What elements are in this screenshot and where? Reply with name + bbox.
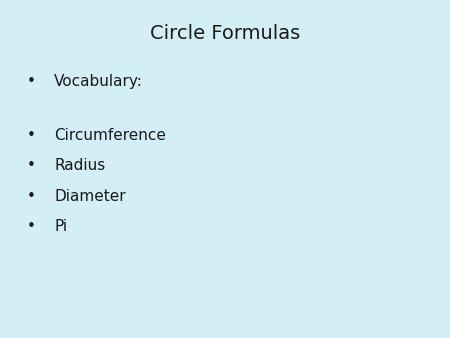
Text: •: • xyxy=(27,219,36,234)
Text: Pi: Pi xyxy=(54,219,67,234)
Text: •: • xyxy=(27,74,36,89)
Text: Diameter: Diameter xyxy=(54,189,126,203)
Text: Vocabulary:: Vocabulary: xyxy=(54,74,143,89)
Text: •: • xyxy=(27,189,36,203)
Text: Circumference: Circumference xyxy=(54,128,166,143)
Text: Circle Formulas: Circle Formulas xyxy=(150,24,300,43)
Text: Radius: Radius xyxy=(54,158,105,173)
Text: •: • xyxy=(27,128,36,143)
Text: •: • xyxy=(27,158,36,173)
